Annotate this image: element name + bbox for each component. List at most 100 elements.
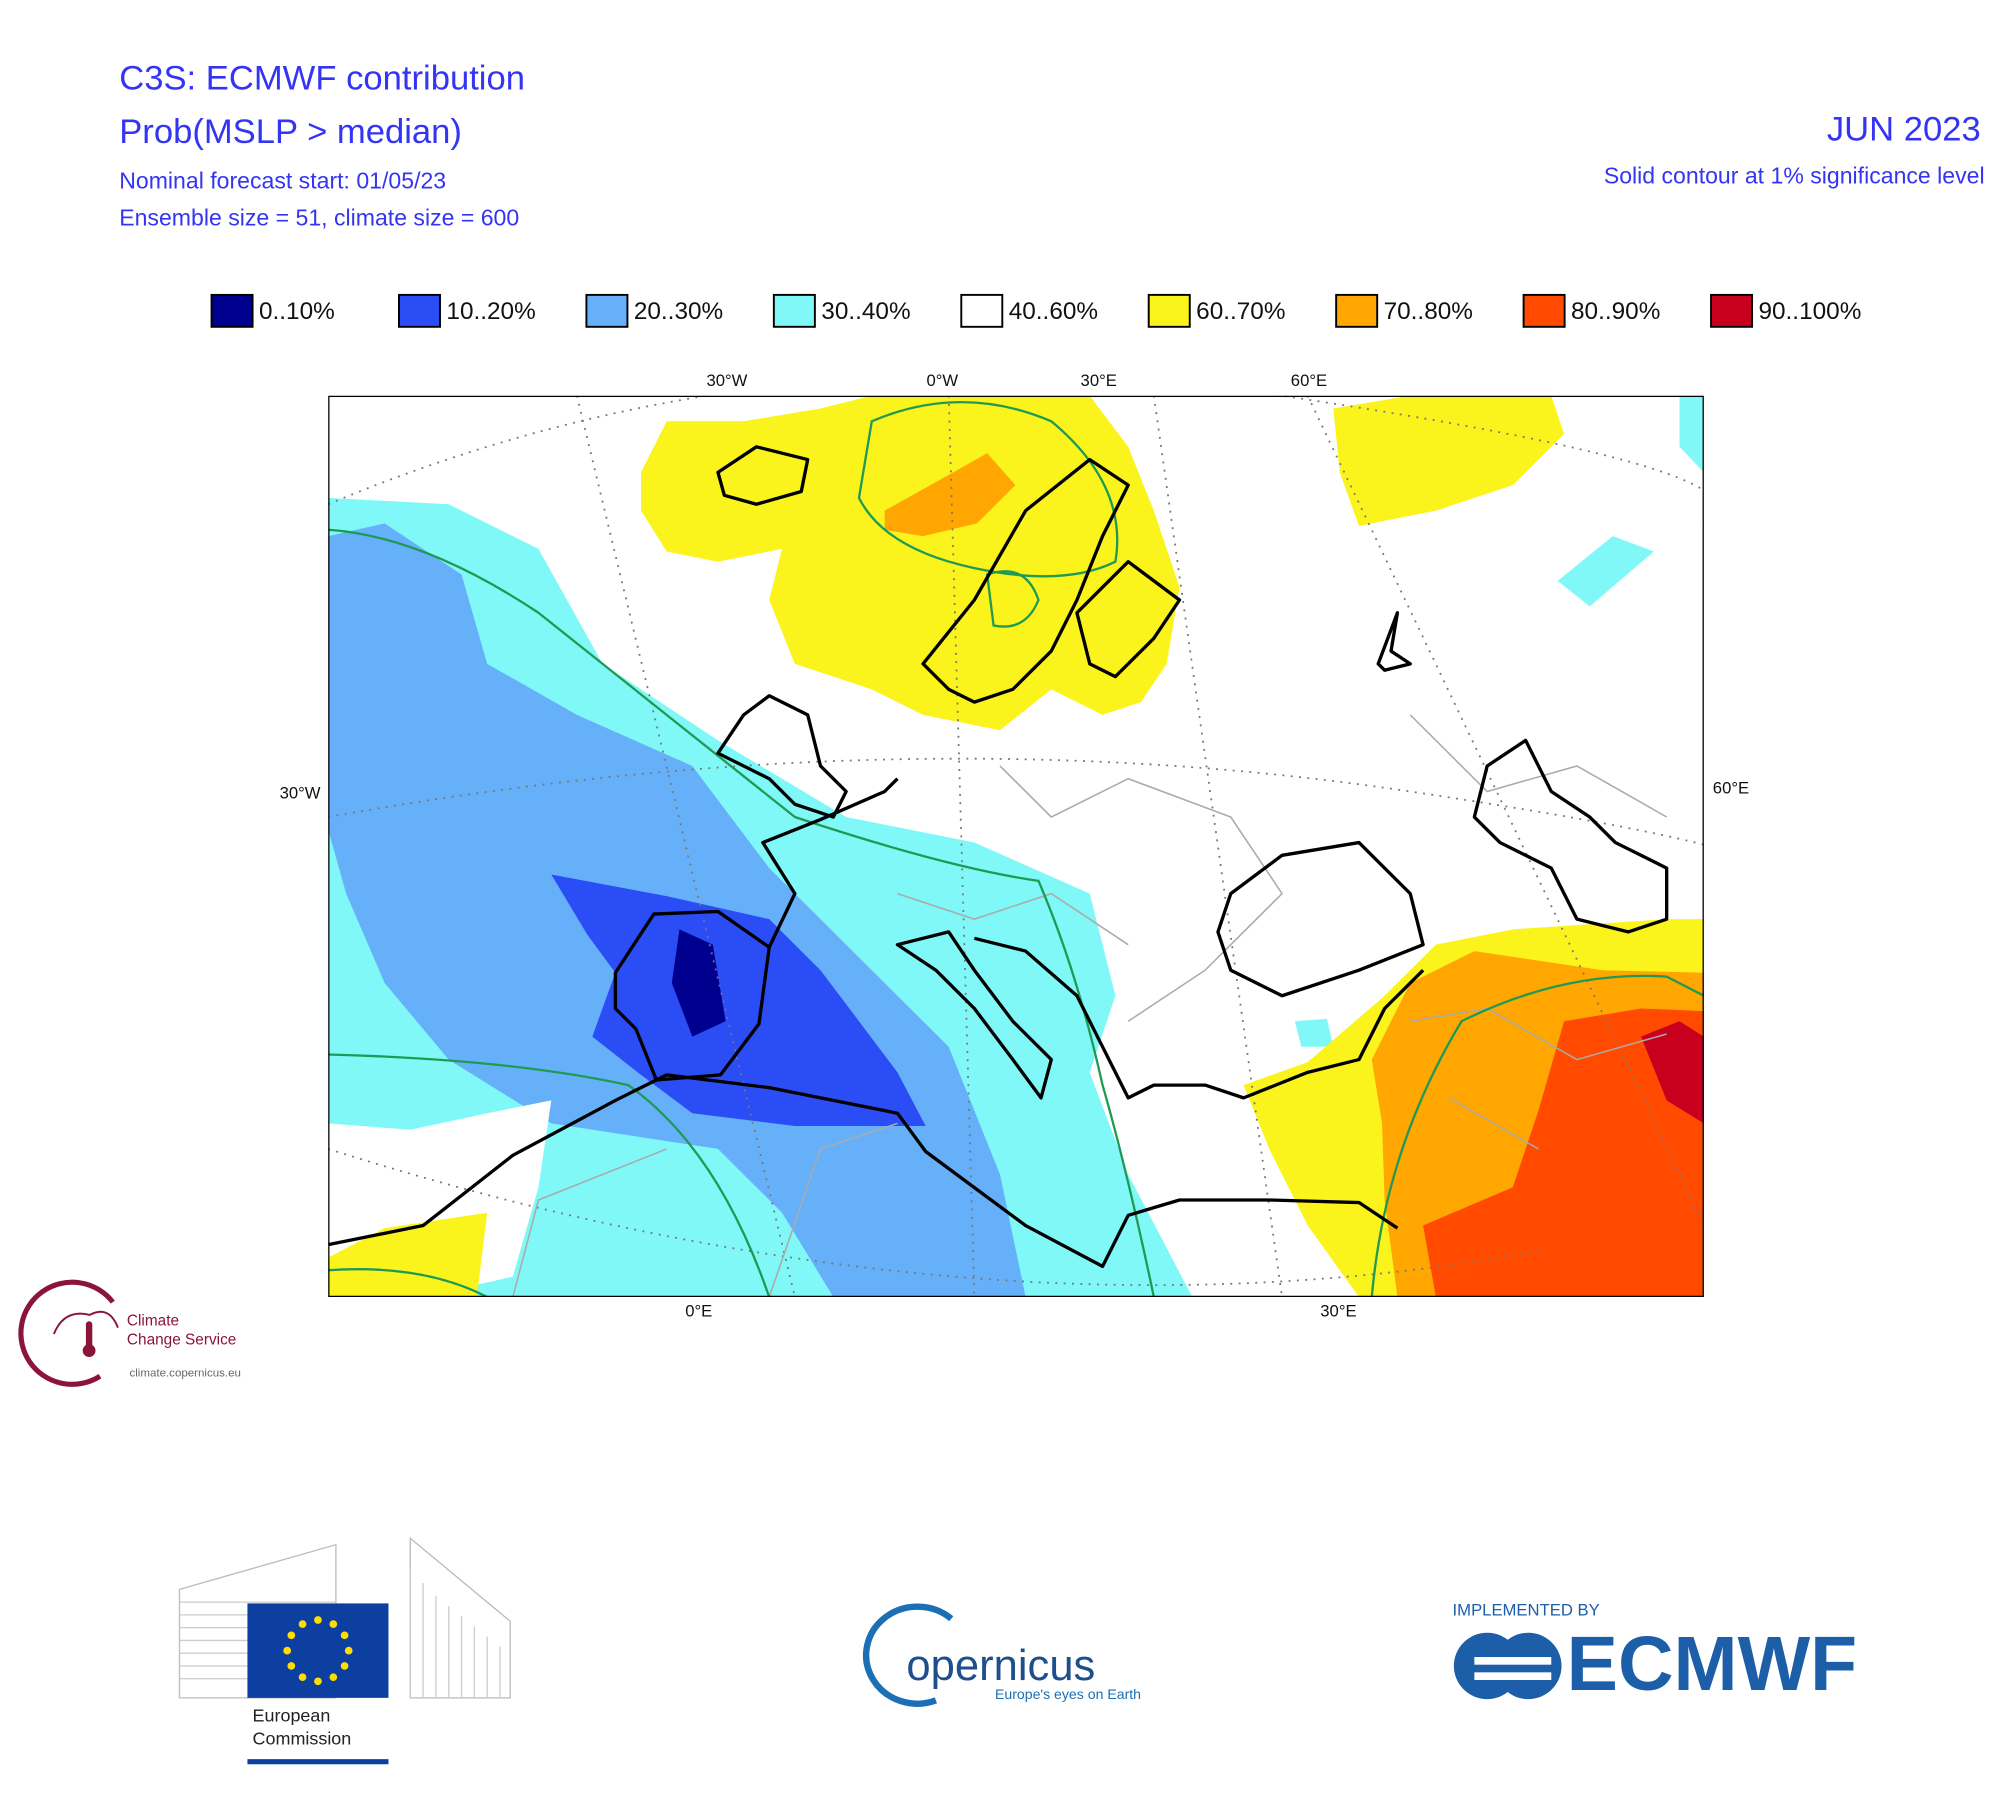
coastline xyxy=(716,445,810,506)
eu-stars xyxy=(283,1616,353,1686)
legend-label: 90..100% xyxy=(1758,298,1861,325)
significance-contour xyxy=(985,570,1040,628)
logo-text: Climate xyxy=(127,1312,179,1329)
legend-label: 20..30% xyxy=(634,298,723,325)
eu-star xyxy=(283,1646,292,1655)
significance-contour xyxy=(1370,974,1704,1298)
eu-star xyxy=(314,1677,322,1686)
region xyxy=(328,1212,488,1298)
logo-tagline: Europe's eyes on Earth xyxy=(995,1686,1141,1702)
region xyxy=(551,874,926,1126)
eu-star xyxy=(287,1662,296,1670)
significance-contour xyxy=(328,1268,488,1298)
coastline xyxy=(716,694,848,819)
eu-star xyxy=(344,1646,353,1655)
graticule xyxy=(947,395,976,1298)
logo-text: IMPLEMENTED BY xyxy=(1453,1600,1600,1619)
legend-swatch xyxy=(585,293,629,328)
legend-swatch xyxy=(1147,293,1191,328)
legend-label: 30..40% xyxy=(821,298,910,325)
right-axis-label: 60°E xyxy=(1713,778,1749,797)
bottom-axis-label: 30°E xyxy=(1320,1302,1356,1321)
eu-star xyxy=(340,1662,349,1670)
bottom-axis-label: 0°E xyxy=(685,1302,712,1321)
logo-wordmark: opernicus xyxy=(906,1642,1095,1690)
top-axis-label: 60°E xyxy=(1291,371,1327,390)
legend-swatch xyxy=(960,293,1004,328)
logo-c xyxy=(862,1603,954,1707)
legend-swatch xyxy=(772,293,816,328)
map xyxy=(328,395,1704,1298)
logo-thermometer xyxy=(85,1321,93,1350)
forecast-start: Nominal forecast start: 01/05/23 xyxy=(119,168,446,194)
region xyxy=(884,453,1016,537)
significance-contour xyxy=(328,528,1155,1298)
month: JUN 2023 xyxy=(1827,111,1981,149)
coastline xyxy=(1075,560,1182,679)
ecmwf-logo: IMPLEMENTED BY ECMWF xyxy=(1453,1600,1858,1707)
region xyxy=(1679,395,1704,473)
legend-label: 80..90% xyxy=(1571,298,1660,325)
coastline xyxy=(1376,611,1412,672)
border xyxy=(512,714,1668,1298)
eu-star xyxy=(329,1620,338,1628)
top-axis-label: 30°E xyxy=(1081,371,1117,390)
logo-text: Commission xyxy=(253,1729,352,1749)
significance-contour xyxy=(328,1053,771,1298)
legend-swatch xyxy=(1335,293,1379,328)
climate-service-logo: Climate Change Service climate.copernicu… xyxy=(18,1279,241,1387)
eu-star xyxy=(314,1616,322,1624)
region xyxy=(1641,1021,1704,1124)
coastline xyxy=(921,457,1130,704)
logo-cloud xyxy=(52,1310,119,1335)
logo-url: climate.copernicus.eu xyxy=(129,1368,240,1380)
region xyxy=(1557,536,1654,607)
logo-text: Change Service xyxy=(127,1332,236,1349)
eu-star xyxy=(298,1673,307,1682)
eu-star xyxy=(340,1631,349,1640)
legend-label: 10..20% xyxy=(446,298,535,325)
legend-label: 60..70% xyxy=(1196,298,1285,325)
logo-wordmark: ECMWF xyxy=(1567,1622,1857,1707)
coastline xyxy=(1472,738,1669,934)
logo-thermometer-bulb xyxy=(82,1344,96,1358)
logo-underline xyxy=(247,1759,389,1765)
coastline xyxy=(613,909,771,1082)
eu-star xyxy=(287,1631,296,1640)
title: C3S: ECMWF contribution xyxy=(119,60,525,98)
coastline xyxy=(761,777,899,948)
coastline xyxy=(895,930,1053,1100)
logo-symbol-cut xyxy=(1474,1657,1552,1665)
left-axis-label: 30°W xyxy=(280,783,321,802)
top-axis-label: 0°W xyxy=(926,371,958,390)
legend: 0..10% 10..20% 20..30% 30..40% 40..60% 60..70… xyxy=(210,293,1861,328)
region xyxy=(1333,395,1565,526)
subtitle: Prob(MSLP > median) xyxy=(119,113,462,151)
logo-symbol xyxy=(1494,1632,1562,1700)
graticule xyxy=(328,395,1704,524)
logo-arc xyxy=(18,1279,115,1387)
region xyxy=(641,395,1180,731)
graticule xyxy=(576,395,796,1298)
legend-label: 0..10% xyxy=(259,298,335,325)
region xyxy=(1294,1018,1334,1047)
logo-symbol-cut xyxy=(1474,1672,1552,1680)
graticule xyxy=(328,757,1704,894)
logo-text: European xyxy=(253,1706,331,1726)
legend-swatch xyxy=(210,293,254,328)
legend-swatch xyxy=(398,293,441,328)
significance-contour xyxy=(857,400,1119,578)
significance-note: Solid contour at 1% significance level xyxy=(1604,163,1985,189)
region xyxy=(1423,1008,1704,1298)
copernicus-logo: opernicus Europe's eyes on Earth xyxy=(862,1603,1141,1707)
legend-label: 40..60% xyxy=(1009,298,1098,325)
coastline xyxy=(973,936,1425,1100)
legend-swatch xyxy=(1522,293,1566,328)
legend-swatch xyxy=(1710,293,1754,328)
eu-star xyxy=(298,1620,307,1628)
legend-label: 70..80% xyxy=(1384,298,1473,325)
ensemble-size: Ensemble size = 51, climate size = 600 xyxy=(119,205,519,231)
coastline xyxy=(1216,840,1425,998)
top-axis-label: 30°W xyxy=(706,371,747,390)
